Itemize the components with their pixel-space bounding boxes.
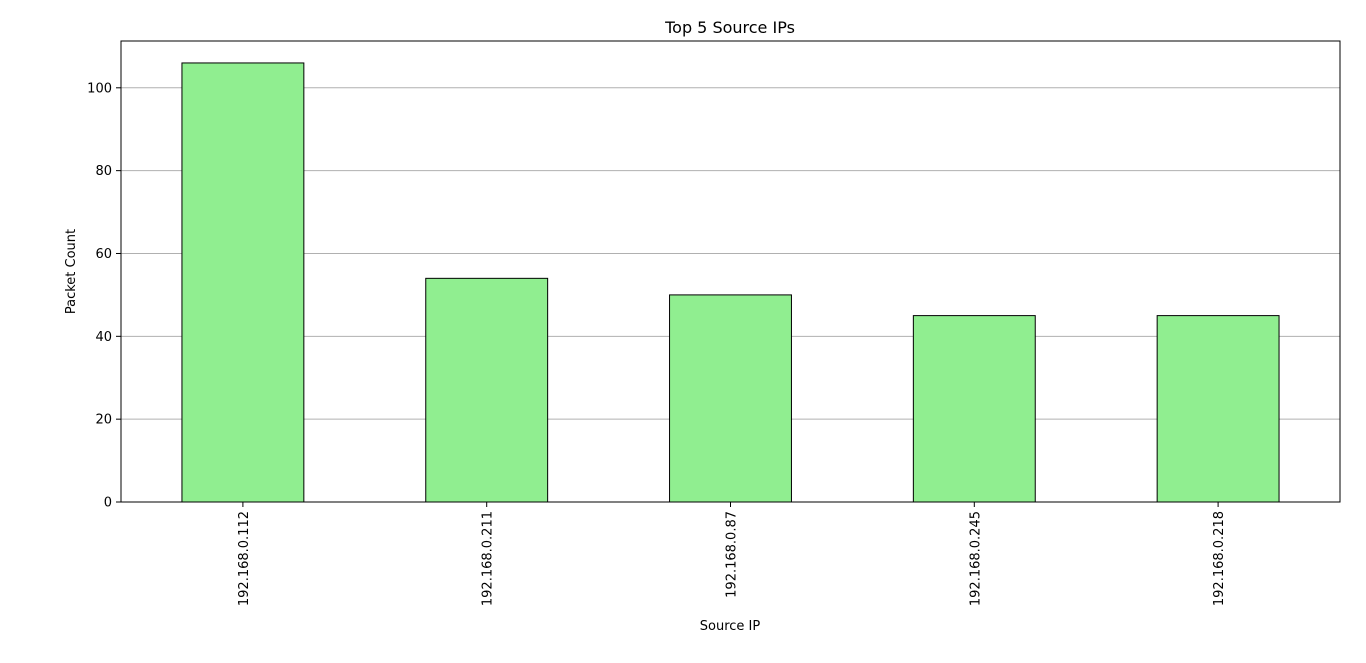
x-tick-label: 192.168.0.211 <box>481 511 496 606</box>
bar <box>670 295 792 502</box>
bar <box>426 278 548 502</box>
bar <box>182 63 304 502</box>
x-tick-label: 192.168.0.218 <box>1212 511 1227 606</box>
y-axis-ticks: 0 20 40 60 80 100 <box>87 81 121 510</box>
bar <box>913 316 1035 502</box>
y-tick-label: 0 <box>104 496 112 511</box>
y-tick-label: 40 <box>95 330 112 345</box>
x-tick-label: 192.168.0.112 <box>237 511 252 606</box>
y-tick-label: 80 <box>95 164 112 179</box>
y-tick-label: 20 <box>95 413 112 428</box>
y-tick-label: 60 <box>95 247 112 262</box>
chart-title: Top 5 Source IPs <box>664 18 795 37</box>
x-tick-label: 192.168.0.245 <box>968 511 983 606</box>
y-axis-label: Packet Count <box>64 229 79 314</box>
bar <box>1157 316 1279 502</box>
x-axis-label: Source IP <box>700 619 761 634</box>
x-tick-label: 192.168.0.87 <box>725 511 740 598</box>
bars <box>182 63 1279 502</box>
x-axis-ticks: 192.168.0.112 192.168.0.211 192.168.0.87 19… <box>237 502 1227 606</box>
y-tick-label: 100 <box>87 81 112 96</box>
